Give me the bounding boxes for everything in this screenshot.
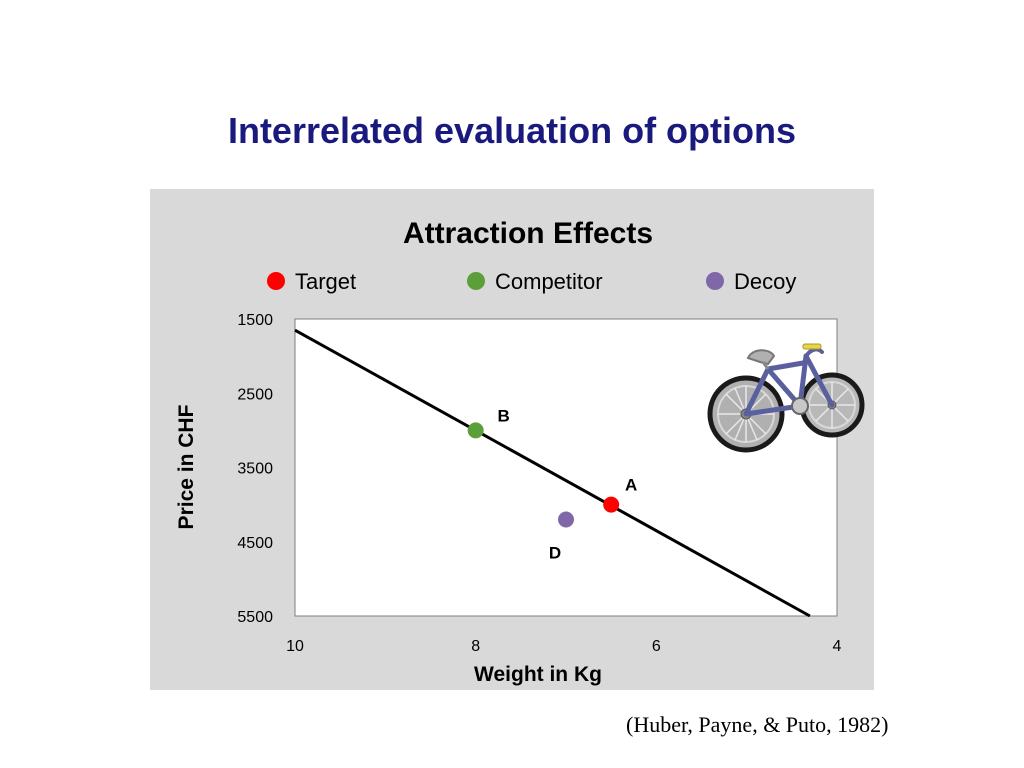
legend-marker-competitor bbox=[467, 272, 485, 290]
legend-marker-decoy bbox=[706, 272, 724, 290]
y-tick-label: 3500 bbox=[237, 461, 273, 478]
trend-line bbox=[294, 328, 811, 618]
chart-panel: Attraction Effects Target Competitor Decoy… bbox=[150, 189, 874, 690]
x-axis-ticks: 10 8 6 4 bbox=[286, 638, 841, 655]
x-tick-label: 8 bbox=[471, 638, 480, 655]
slide-title: Interrelated evaluation of options bbox=[227, 110, 797, 151]
y-axis-label: Price in CHF bbox=[175, 404, 198, 529]
plot-area bbox=[294, 318, 838, 617]
data-point-target bbox=[603, 496, 620, 513]
y-axis-ticks: 1500 2500 3500 4500 5500 bbox=[237, 312, 273, 626]
y-tick-label: 2500 bbox=[237, 386, 273, 403]
data-point-decoy bbox=[558, 511, 574, 528]
legend-marker-target bbox=[267, 272, 285, 290]
x-axis-label: Weight in Kg bbox=[474, 663, 602, 686]
data-point-label: B bbox=[498, 406, 510, 425]
y-tick-label: 1500 bbox=[237, 312, 273, 329]
x-tick-label: 4 bbox=[833, 638, 842, 655]
y-tick-label: 4500 bbox=[237, 535, 273, 552]
citation: (Huber, Payne, & Puto, 1982) bbox=[626, 712, 889, 737]
data-point-label: A bbox=[625, 476, 637, 495]
chart-title: Attraction Effects bbox=[403, 217, 653, 250]
legend-label: Target bbox=[295, 269, 356, 294]
data-points: A B D bbox=[467, 406, 637, 562]
attraction-effects-chart: Attraction Effects Target Competitor Decoy… bbox=[175, 217, 865, 686]
legend-label: Competitor bbox=[495, 269, 603, 294]
chart-legend: Target Competitor Decoy bbox=[267, 269, 796, 294]
y-tick-label: 5500 bbox=[237, 609, 273, 626]
data-point-competitor bbox=[467, 422, 484, 439]
bicycle-icon bbox=[707, 343, 865, 453]
x-tick-label: 10 bbox=[286, 638, 304, 655]
data-point-label: D bbox=[549, 543, 561, 562]
legend-label: Decoy bbox=[734, 269, 796, 294]
x-tick-label: 6 bbox=[652, 638, 661, 655]
